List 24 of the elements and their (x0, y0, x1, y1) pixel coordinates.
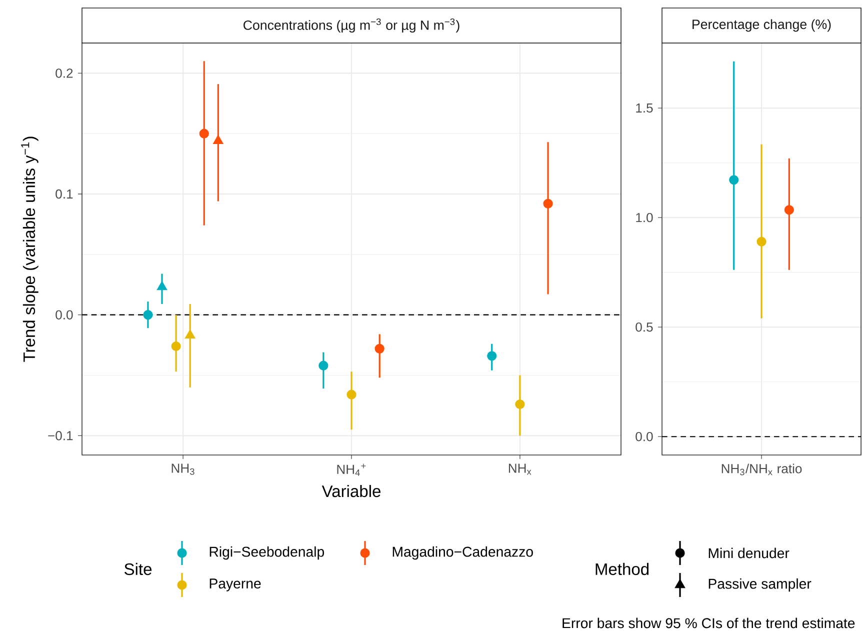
text: Passive sampler (708, 578, 812, 592)
chart-title: Percentage change (%) (692, 19, 831, 32)
legend-label: Rigi−Seebodenalp (210, 546, 324, 560)
text: Mini denuder (708, 548, 790, 558)
y-tick-label: 0.2 (56, 68, 73, 78)
y-tick-label: 0.1 (56, 189, 73, 199)
x-tick-label: NH$_{3}$/NH$_{x}$ ratio (722, 464, 802, 476)
x-tick-label: NH$_{x}$ (508, 464, 532, 475)
y-tick-label: 0.0 (636, 432, 653, 442)
chart-title: Concentrations (µg m$^{−3}$ or µg N m$^{−3}$) (244, 18, 460, 33)
x-tick-label: NH$_{4}$+ (337, 464, 366, 476)
text: Method (596, 562, 649, 576)
x-axis-title: Variable (322, 484, 380, 498)
legend-label: Payerne (210, 578, 261, 592)
y-tick-label: 0.0 (56, 310, 73, 320)
legend-title: Site (124, 562, 152, 576)
x-tick-label: NH$_{3}$ (172, 464, 194, 475)
text: Error bars show 95 % CIs of the trend estimate (562, 618, 855, 628)
y-tick-label: 1.5 (636, 103, 653, 113)
y-tick-label: 1.0 (636, 212, 653, 222)
y-tick-label: 0.5 (636, 322, 653, 332)
y-tick-label: −0.1 (48, 431, 73, 440)
legend-label: Magadino−Cadenazzo (392, 546, 533, 560)
y-axis-title: Trend slope (variable units y$^{−1}$) (21, 136, 38, 362)
